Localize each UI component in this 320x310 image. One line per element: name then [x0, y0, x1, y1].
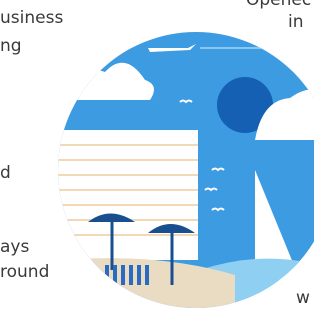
- text-line: in: [288, 12, 304, 32]
- text-line: w: [296, 288, 310, 308]
- page: usiness ng d ays round Openec in w (() =…: [0, 0, 314, 310]
- text-line: round: [0, 262, 49, 282]
- text-line: Openec: [246, 0, 311, 10]
- text-line: d: [0, 163, 11, 183]
- text-line: ng: [0, 36, 22, 56]
- text-line: usiness: [0, 8, 63, 28]
- text-line: ays: [0, 237, 29, 257]
